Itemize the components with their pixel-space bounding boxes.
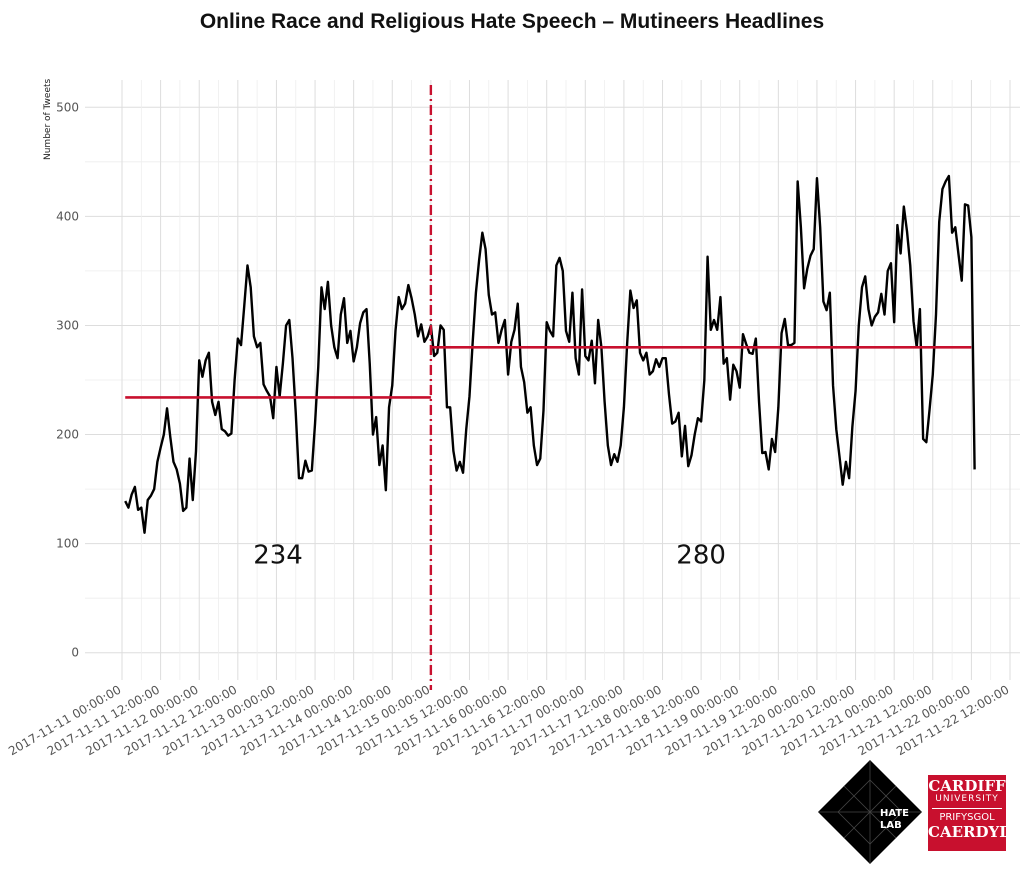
cardiff-university-logo: CARDIFF UNIVERSITY PRIFYSGOL CAERDYDD (928, 775, 1024, 851)
mean-label: 280 (676, 541, 726, 571)
y-axis-ticks: 0 100 200 300 400 500 (56, 100, 79, 659)
y-tick-label: 400 (56, 209, 79, 223)
cardiff-line2: UNIVERSITY (935, 794, 999, 804)
y-tick-label: 200 (56, 428, 79, 442)
hate-lab-line1: HATE (880, 808, 909, 819)
y-tick-label: 300 (56, 318, 79, 332)
y-axis-label: Number of Tweets (43, 78, 53, 160)
mean-label: 234 (253, 541, 303, 571)
means-layer: 234 280 (125, 345, 972, 571)
hate-lab-diamond-icon: HATE LAB (818, 760, 922, 864)
cardiff-divider (932, 808, 1002, 809)
chart-title: Online Race and Religious Hate Speech – … (199, 10, 825, 33)
y-tick-label: 100 (56, 537, 79, 551)
hate-lab-line2: LAB (880, 820, 902, 831)
cardiff-line1: CARDIFF (928, 777, 1006, 795)
y-tick-label: 500 (56, 100, 79, 114)
hate-lab-logo: HATE LAB (818, 760, 922, 864)
cardiff-line3: PRIFYSGOL (939, 812, 995, 823)
series-layer (124, 174, 976, 534)
grid (85, 80, 1020, 680)
y-tick-label: 0 (71, 646, 79, 660)
cardiff-line4: CAERDYDD (928, 823, 1024, 841)
series-line (124, 174, 976, 534)
